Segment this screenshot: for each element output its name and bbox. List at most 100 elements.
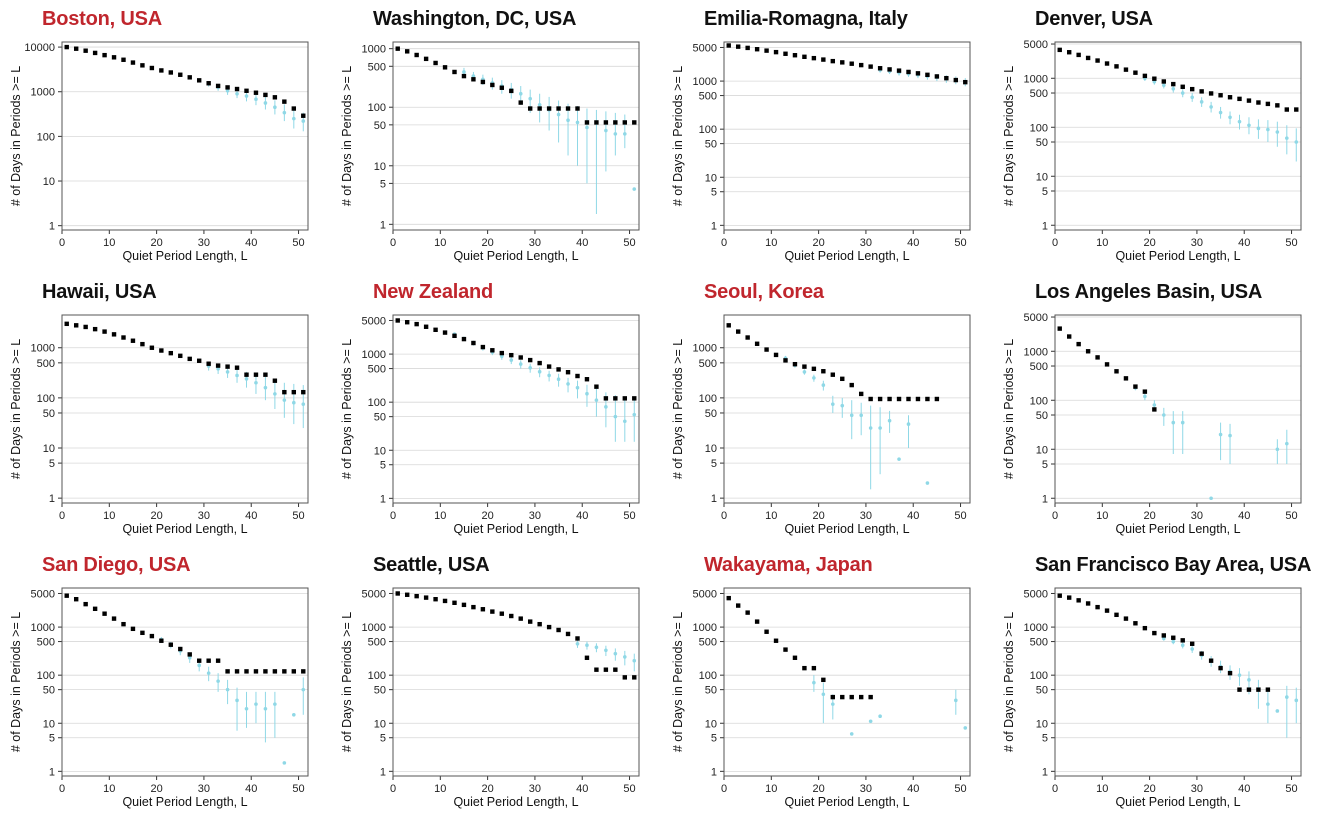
y-tick-label: 1000 [31,343,55,355]
chart-title: Washington, DC, USA [373,8,577,30]
simulated-point [868,426,873,430]
observed-point [821,57,826,62]
y-tick-label: 500 [1030,88,1048,100]
simulated-point [566,382,570,386]
observed-point [565,106,571,111]
y-tick-label: 1000 [362,349,386,361]
simulated-point [1190,647,1194,651]
simulated-point [878,714,882,719]
simulated-point [831,702,835,706]
observed-point [187,75,192,80]
observed-point [632,396,637,401]
simulated-point [925,481,930,485]
x-tick-label: 0 [1052,510,1058,522]
y-tick-label: 5 [711,187,717,199]
observed-point [452,333,457,339]
observed-point [301,389,306,395]
observed-point [83,601,88,607]
simulated-point [244,706,249,711]
y-tick-label: 100 [368,102,386,114]
chart-svg: 1 5 10 50 100 500 1000 5000 0 10 20 30 40 50 Quiet Per… [9,587,309,809]
chart-panel: Seattle, USA 1 5 10 50 100 500 1000 5000 0 10 20 30 4… [331,550,651,820]
simulated-point [954,698,958,703]
observed-point [178,353,183,359]
x-tick-label: 50 [623,237,635,249]
y-tick-label: 500 [699,358,717,370]
observed-point [111,616,117,621]
observed-point [1152,76,1157,81]
observed-point [1142,389,1148,394]
observed-point [546,624,552,630]
observed-point [244,88,249,93]
observed-point [735,44,741,49]
observed-point [811,366,817,372]
simulated-point [292,400,296,405]
observed-point [414,321,419,327]
chart-svg: 1 5 10 50 100 500 1000 5000 0 10 20 30 40 50 Quiet Per… [671,41,971,263]
y-tick-label: 10 [705,718,717,730]
observed-point [925,396,930,402]
x-axis-label: Quiet Period Length, L [1115,522,1240,536]
simulated-point [537,102,542,107]
observed-point [849,694,854,700]
observed-point [735,329,741,334]
observed-point [263,92,268,98]
observed-point [745,335,750,340]
observed-point [764,347,769,352]
chart-svg: 1 10 100 1000 10000 0 10 20 30 40 50 Quiet Period L… [9,41,309,263]
observed-point [1294,107,1299,112]
observed-point [1237,96,1242,102]
observed-point [1189,86,1195,92]
simulated-point [594,398,599,402]
y-tick-label: 5 [380,178,386,190]
chart-svg: 1 5 10 50 100 500 1000 0 10 20 30 40 50 Quiet Period … [9,314,309,536]
observed-point [915,396,921,402]
simulated-point [849,413,854,418]
x-tick-label: 10 [1096,783,1108,795]
simulated-point [547,373,551,378]
observed-point [1133,70,1138,75]
observed-point [726,595,731,601]
y-tick-label: 1000 [31,622,55,634]
observed-point [613,120,618,125]
observed-point [1171,635,1176,640]
simulated-point [963,726,968,730]
observed-point [584,377,590,382]
observed-point [1246,98,1252,103]
simulated-point [1228,433,1232,438]
observed-point [1171,81,1176,87]
x-tick-label: 20 [481,510,493,522]
simulated-point [1209,496,1213,501]
observed-point [499,611,505,616]
simulated-point [292,712,296,717]
chart-title: Seoul, Korea [704,281,824,303]
observed-point [735,603,741,608]
observed-point [490,609,495,614]
y-tick-label: 5000 [362,315,386,327]
observed-point [858,391,864,397]
observed-point [868,64,873,69]
y-tick-label: 1000 [693,343,717,355]
observed-point [159,68,164,73]
observed-point [244,669,249,674]
simulated-point [528,96,532,101]
observed-point [518,355,523,360]
y-tick-label: 5000 [693,42,717,54]
simulated-point [282,110,287,115]
y-tick-label: 5000 [1024,312,1048,324]
observed-point [461,73,467,79]
x-tick-label: 30 [860,237,872,249]
observed-point [915,71,921,76]
observed-point [1114,64,1119,69]
observed-point [178,72,183,77]
y-tick-label: 1 [380,493,386,505]
x-tick-label: 10 [765,510,777,522]
y-tick-label: 50 [43,408,55,420]
observed-point [1085,55,1091,61]
observed-point [1123,67,1129,72]
observed-point [811,665,817,671]
observed-point [1218,665,1223,671]
observed-point [830,58,836,64]
y-tick-label: 1 [1042,220,1048,232]
simulated-point [1294,140,1299,144]
